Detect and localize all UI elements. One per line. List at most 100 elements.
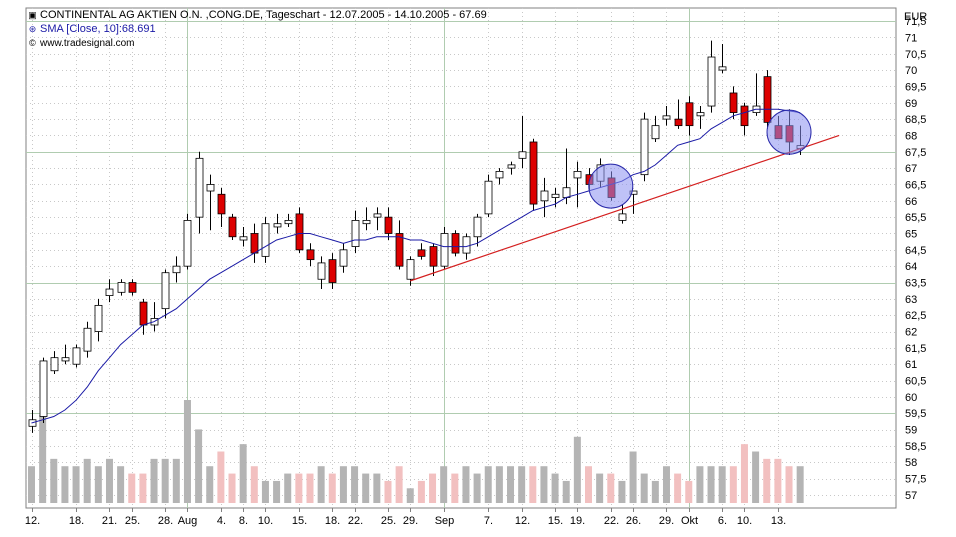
- volume-bar: [105, 458, 113, 503]
- volume-bar: [707, 466, 715, 503]
- x-tick-label: 22.: [348, 515, 363, 527]
- volume-bar: [306, 473, 314, 503]
- x-tick-label: 13.: [771, 515, 786, 527]
- y-tick-label: 62: [905, 327, 917, 339]
- volume-layer: [28, 400, 804, 503]
- volume-bar: [674, 473, 682, 503]
- volume-bar: [640, 473, 648, 503]
- candle-body: [284, 220, 293, 225]
- y-tick-label: 68,5: [905, 114, 926, 126]
- candle-body: [172, 265, 181, 274]
- volume-bar: [729, 466, 737, 503]
- volume-bar: [796, 466, 804, 503]
- y-tick-label: 59: [905, 425, 917, 437]
- volume-bar: [351, 466, 359, 503]
- candle-body: [273, 223, 282, 228]
- volume-bar: [172, 458, 180, 503]
- candle-body: [462, 236, 471, 254]
- candle-body: [529, 141, 538, 205]
- sma-line: [31, 108, 801, 424]
- volume-bar: [273, 480, 281, 503]
- volume-bar: [406, 488, 414, 503]
- x-tick-label: 18.: [325, 515, 340, 527]
- candle-body: [395, 233, 404, 267]
- volume-bar: [295, 473, 303, 503]
- volume-bar: [261, 480, 269, 503]
- candle-body: [306, 249, 315, 261]
- candle-body: [328, 259, 337, 283]
- volume-bar: [395, 466, 403, 503]
- volume-bar: [618, 480, 626, 503]
- grid-layer: [25, 7, 897, 509]
- volume-bar: [596, 473, 604, 503]
- candle-body: [384, 216, 393, 234]
- candle-body: [406, 259, 415, 280]
- volume-bar: [362, 473, 370, 503]
- sma-legend[interactable]: ⊛ SMA [Close, 10]:68.691: [28, 23, 156, 36]
- volume-bar: [339, 466, 347, 503]
- y-tick-label: 61: [905, 359, 917, 371]
- x-tick-label: 8.: [239, 515, 248, 527]
- volume-bar: [161, 458, 169, 503]
- x-tick-label: Aug: [178, 515, 198, 527]
- copyright-icon: ©: [29, 38, 36, 48]
- volume-bar: [484, 466, 492, 503]
- volume-bar: [785, 466, 793, 503]
- volume-bar: [50, 458, 58, 503]
- volume-bar: [740, 444, 748, 503]
- x-tick-label: 12.: [515, 515, 530, 527]
- chart-title: ▣ CONTINENTAL AG AKTIEN O.N. ,CONG.DE, Ta…: [28, 9, 486, 22]
- candle-body: [540, 190, 549, 202]
- y-tick-label: 69,5: [905, 81, 926, 93]
- x-tick-label: 22.: [604, 515, 619, 527]
- y-tick-label: 69: [905, 98, 917, 110]
- candle-body: [61, 357, 70, 362]
- currency-label: EUR: [904, 11, 927, 23]
- candle-body: [696, 112, 705, 117]
- x-tick-label: 4.: [217, 515, 226, 527]
- volume-bar: [150, 458, 158, 503]
- candle-body: [440, 233, 449, 267]
- y-tick-label: 66: [905, 196, 917, 208]
- candle-body: [83, 327, 92, 352]
- candle-body: [72, 347, 81, 365]
- candle-body: [161, 272, 170, 310]
- volume-bar: [573, 436, 581, 503]
- y-tick-label: 63: [905, 294, 917, 306]
- candle-body: [217, 193, 226, 215]
- axis-layer: 57 57,5 58 58,5 59 59,5 60 60,5 61 61,5 62 62,5 63 63…: [25, 11, 927, 527]
- candle-body: [139, 301, 148, 326]
- highlight-circle: [588, 163, 634, 209]
- candle-body: [763, 76, 772, 123]
- y-tick-label: 64: [905, 261, 917, 273]
- y-tick-label: 60,5: [905, 376, 926, 388]
- volume-bar: [284, 473, 292, 503]
- volume-bar: [495, 466, 503, 503]
- volume-bar: [128, 473, 136, 503]
- volume-bar: [328, 473, 336, 503]
- x-tick-label: 29.: [403, 515, 418, 527]
- volume-bar: [451, 473, 459, 503]
- source-credit: © www.tradesignal.com: [28, 37, 134, 50]
- x-tick-label: 10.: [258, 515, 273, 527]
- volume-bar: [228, 473, 236, 503]
- volume-bar: [117, 466, 125, 503]
- volume-bar: [585, 466, 592, 503]
- y-tick-label: 70,5: [905, 49, 926, 61]
- volume-bar: [72, 466, 80, 503]
- candle-body: [206, 184, 215, 192]
- volume-bar: [473, 473, 481, 503]
- volume-bar: [696, 466, 704, 503]
- y-tick-label: 61,5: [905, 343, 926, 355]
- volume-bar: [462, 466, 470, 503]
- candle-body: [195, 157, 204, 218]
- x-tick-label: Okt: [681, 515, 698, 527]
- candle-body: [651, 125, 660, 140]
- volume-bar: [752, 451, 760, 503]
- candle-body: [228, 216, 237, 238]
- candle-body: [94, 304, 103, 332]
- volume-bar: [28, 466, 35, 503]
- y-tick-label: 57,5: [905, 474, 926, 486]
- candle-body: [128, 282, 137, 293]
- volume-bar: [562, 480, 570, 503]
